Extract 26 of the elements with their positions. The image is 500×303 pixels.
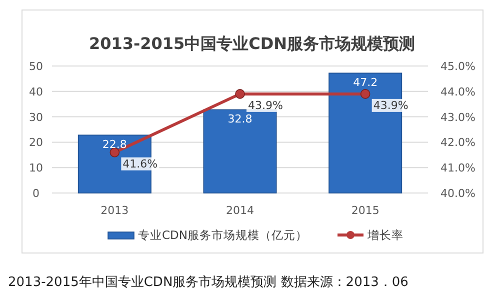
data-label: 22.8 <box>102 138 127 152</box>
y2-tick-label: 40.0% <box>440 187 476 200</box>
y2-tick-label: 42.0% <box>440 136 476 150</box>
data-label: 32.8 <box>228 112 252 126</box>
data-label: 43.9% <box>373 98 408 112</box>
y-tick-label: 50 <box>29 60 43 73</box>
legend-label: 增长率 <box>366 228 404 242</box>
y-tick-label: 20 <box>29 136 43 150</box>
y2-tick-label: 45.0% <box>440 60 476 73</box>
y2-tick-label: 41.0% <box>440 162 476 175</box>
x-tick-label: 2013 <box>100 204 129 217</box>
y-tick-label: 40 <box>29 85 43 98</box>
bar <box>203 109 277 194</box>
y2-tick-label: 43.0% <box>440 110 476 124</box>
y-tick-label: 30 <box>29 110 43 124</box>
chart-title: 2013-2015中国专业CDN服务市场规模预测 <box>88 34 416 53</box>
y-tick-label: 0 <box>32 187 40 200</box>
x-tick-label: 2014 <box>226 204 254 217</box>
text: 2013-2015年中国专业CDN服务市场规模预测 数据来源：2013．06 <box>8 275 408 290</box>
data-label: 41.6% <box>122 157 158 170</box>
data-label: 47.2 <box>353 76 378 90</box>
legend-label: 专业CDN服务市场规模（亿元） <box>138 228 308 242</box>
data-label: 43.9% <box>248 98 283 112</box>
y-tick-label: 10 <box>29 162 43 175</box>
y2-tick-label: 44.0% <box>440 85 476 98</box>
x-tick-label: 2015 <box>351 204 380 217</box>
